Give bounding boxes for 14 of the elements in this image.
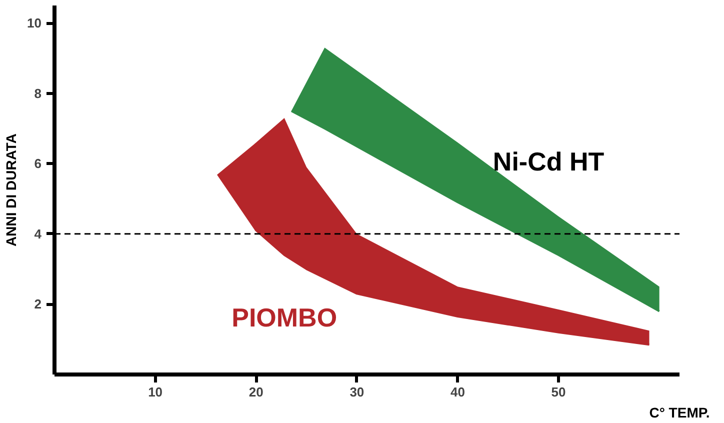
y-tick-label: 6 bbox=[34, 156, 42, 172]
y-tick-label: 10 bbox=[27, 16, 42, 31]
y-axis-title: ANNI DI DURATA bbox=[3, 133, 20, 247]
x-tick-label: 20 bbox=[248, 384, 264, 400]
x-tick-label: 40 bbox=[450, 384, 465, 400]
series-label: Ni-Cd HT bbox=[492, 146, 604, 176]
y-tick-label: 2 bbox=[34, 296, 42, 312]
series-label: PIOMBO bbox=[232, 302, 338, 332]
y-tick-label: 4 bbox=[34, 226, 42, 242]
x-axis-title: C° TEMP. bbox=[649, 404, 710, 420]
x-tick-label: 50 bbox=[551, 384, 566, 400]
y-tick-label: 8 bbox=[34, 86, 42, 101]
x-tick-label: 30 bbox=[350, 384, 364, 400]
x-tick-label: 10 bbox=[148, 384, 163, 400]
